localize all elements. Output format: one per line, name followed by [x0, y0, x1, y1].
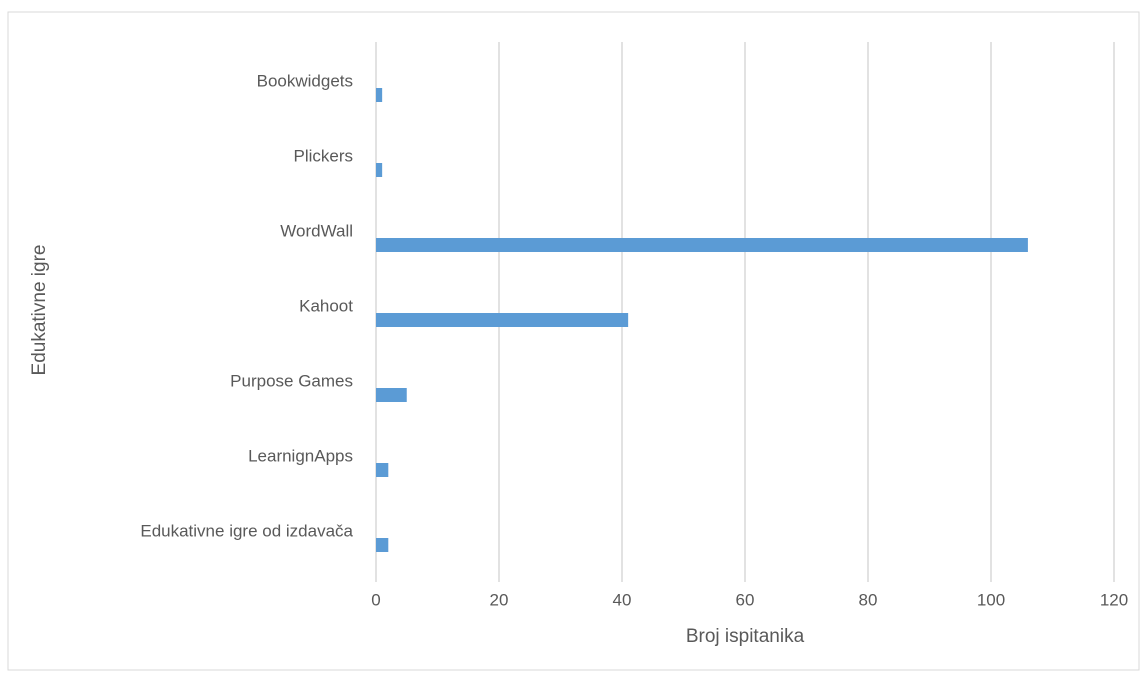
bar — [376, 313, 629, 327]
y-tick-label: LearnignApps — [248, 446, 353, 465]
x-tick-label: 40 — [613, 590, 632, 609]
x-tick-label: 0 — [371, 590, 380, 609]
bar — [376, 238, 1028, 252]
y-tick-label: Edukativne igre od izdavača — [140, 521, 353, 540]
bar — [376, 388, 407, 402]
x-axis-title: Broj ispitanika — [686, 626, 805, 647]
x-tick-label: 100 — [977, 590, 1005, 609]
y-axis-title: Edukativne igre — [29, 245, 50, 376]
bar — [376, 463, 389, 477]
bar — [376, 163, 383, 177]
x-tick-label: 80 — [859, 590, 878, 609]
y-tick-label: Purpose Games — [230, 371, 353, 390]
bar — [376, 538, 389, 552]
x-tick-label: 120 — [1100, 590, 1128, 609]
x-tick-label: 20 — [490, 590, 509, 609]
x-tick-label: 60 — [736, 590, 755, 609]
bar — [376, 88, 383, 102]
y-tick-label: WordWall — [280, 221, 353, 240]
y-tick-label: Kahoot — [299, 296, 353, 315]
y-tick-label: Bookwidgets — [257, 71, 353, 90]
chart-border — [7, 11, 1140, 671]
y-tick-label: Plickers — [293, 146, 353, 165]
